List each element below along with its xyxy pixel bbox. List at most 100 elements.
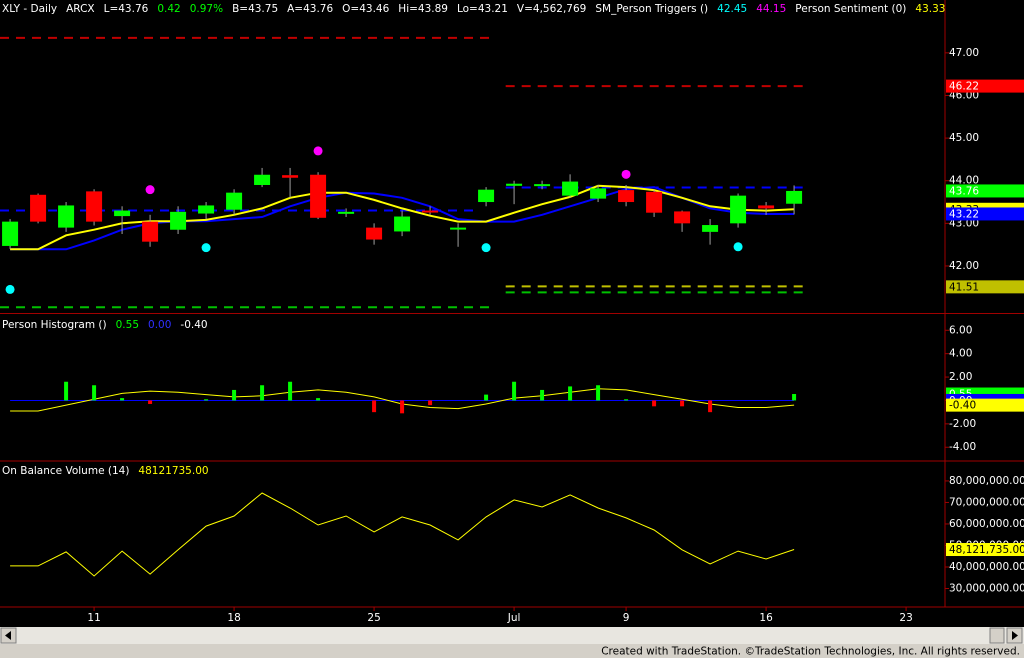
histogram-bar	[428, 400, 433, 406]
y-tick-label: 6.00	[949, 324, 972, 336]
candle-body	[478, 189, 495, 203]
header-item: L=43.76	[104, 3, 149, 15]
header-item: XLY - Daily	[2, 3, 57, 15]
candle-body	[366, 227, 383, 240]
status-bar	[0, 644, 1024, 658]
header-item: -0.40	[180, 319, 207, 331]
header-item: V=4,562,769	[517, 3, 586, 15]
candle-body	[2, 221, 19, 246]
candle-body	[590, 188, 607, 199]
trigger-dot	[201, 243, 211, 253]
histogram-bar	[540, 389, 545, 401]
scrollbar-track	[0, 627, 1024, 644]
price-marker-label: 48,121,735.00	[949, 544, 1024, 556]
histogram-bar	[652, 400, 657, 407]
header-item: 42.45	[717, 3, 747, 15]
histogram-bar	[792, 394, 797, 401]
header-item: A=43.76	[287, 3, 333, 15]
candle-body	[338, 211, 355, 214]
candle-body	[450, 227, 467, 230]
trigger-dot	[481, 243, 491, 253]
candle-body	[30, 194, 47, 222]
y-tick-label: 2.00	[949, 371, 972, 383]
price-marker-label: 46.22	[949, 81, 979, 93]
histogram-bar	[204, 399, 209, 401]
candle-body	[282, 175, 299, 178]
header-item: 0.00	[148, 319, 171, 331]
price-marker	[946, 398, 1024, 412]
header-item: SM_Person Triggers ()	[595, 3, 708, 15]
trigger-dot	[5, 284, 15, 294]
histogram-bar	[316, 398, 321, 401]
candle-body	[142, 221, 159, 242]
y-tick-label: 4.00	[949, 348, 972, 360]
candle-body	[310, 174, 327, 218]
header-item: Person Sentiment (0)	[795, 3, 906, 15]
header-item: B=43.75	[232, 3, 278, 15]
y-tick-label: 80,000,000.00	[949, 475, 1024, 487]
scroll-thumb[interactable]	[989, 627, 1005, 644]
histogram-bar	[92, 385, 97, 401]
candle-body	[702, 225, 719, 232]
y-tick-label: 44.00	[949, 175, 979, 187]
price-marker-label: 43.76	[949, 185, 979, 197]
histogram-bar	[372, 400, 377, 413]
candle-body	[786, 190, 803, 204]
obv-line	[10, 492, 795, 577]
x-tick-label: Jul	[507, 612, 521, 624]
candle-body	[394, 216, 411, 232]
candle-body	[198, 205, 215, 214]
x-tick-label: 18	[227, 612, 240, 624]
price-marker	[946, 79, 1024, 93]
price-marker-label: 41.51	[949, 281, 979, 293]
histogram-bar	[232, 389, 237, 401]
y-tick-label: 47.00	[949, 47, 979, 59]
candle-body	[758, 205, 775, 209]
candle-body	[506, 183, 523, 186]
price-marker	[946, 184, 1024, 198]
x-tick-label: 9	[623, 612, 630, 624]
price-marker	[946, 207, 1024, 221]
x-tick-label: 11	[87, 612, 100, 624]
candle-body	[114, 210, 131, 217]
y-tick-label: 70,000,000.00	[949, 496, 1024, 508]
histogram-bar	[568, 386, 573, 401]
y-tick-label: 40,000,000.00	[949, 561, 1024, 573]
y-tick-label: 30,000,000.00	[949, 582, 1024, 594]
header-item: 43.33	[915, 3, 945, 15]
y-tick-label: -2.00	[949, 418, 976, 430]
candle-body	[730, 195, 747, 224]
arrow-icon	[5, 631, 11, 640]
header-item: On Balance Volume (14)	[2, 465, 129, 477]
header-item: O=43.46	[342, 3, 389, 15]
header-item: 0.97%	[190, 3, 223, 15]
trigger-dot	[621, 169, 631, 179]
footer: Created with TradeStation. ©TradeStation…	[601, 646, 1020, 658]
header-item: ARCX	[66, 3, 94, 15]
trigger-dot	[313, 146, 323, 156]
price-marker	[946, 280, 1024, 294]
candle-body	[422, 210, 439, 213]
header-item: Person Histogram ()	[2, 319, 107, 331]
candle-body	[534, 184, 551, 187]
candle-body	[646, 191, 663, 213]
price-marker-label: -0.40	[949, 400, 976, 412]
scrollbar[interactable]	[0, 627, 1024, 644]
histogram-bar	[288, 381, 293, 401]
candle-body	[618, 190, 635, 203]
indicator-line	[10, 184, 795, 251]
x-tick-label: 23	[899, 612, 912, 624]
candle-body	[674, 211, 691, 224]
histogram-bar	[260, 385, 265, 401]
header-item: 0.42	[157, 3, 180, 15]
histogram-bar	[708, 400, 713, 413]
price-marker	[946, 543, 1024, 557]
candle-body	[58, 205, 75, 228]
arrow-icon	[1012, 631, 1018, 640]
histogram-bar	[148, 400, 153, 404]
plot-area: XLY - Daily ARCX L=43.76 0.42 0.97% B=43.75 A=…	[0, 3, 945, 577]
header-item: Hi=43.89	[398, 3, 448, 15]
histogram-bar	[120, 398, 125, 401]
header-item: 48121735.00	[138, 465, 208, 477]
